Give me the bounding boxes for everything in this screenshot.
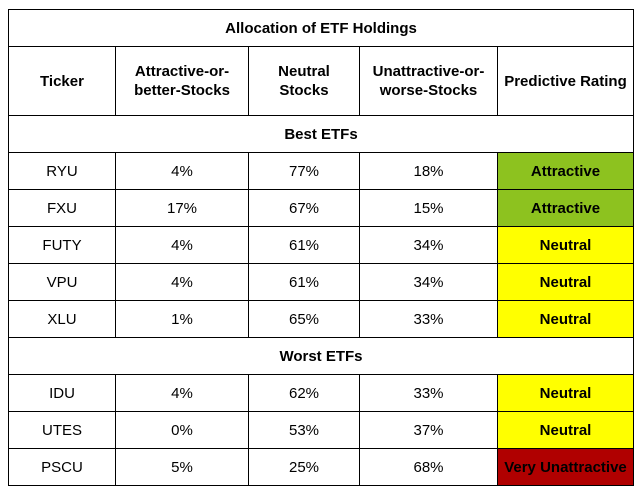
ticker-cell: RYU — [8, 152, 116, 190]
table-row: VPU 4% 61% 34% Neutral — [8, 263, 634, 301]
header-ticker: Ticker — [8, 46, 116, 116]
section-header-row: Best ETFs — [8, 115, 634, 153]
attractive-pct-cell: 5% — [115, 448, 249, 486]
neutral-pct-cell: 65% — [248, 300, 360, 338]
attractive-pct-cell: 4% — [115, 263, 249, 301]
unattractive-pct-cell: 68% — [359, 448, 498, 486]
neutral-pct-cell: 67% — [248, 189, 360, 227]
header-neutral-line2: Stocks — [279, 82, 329, 99]
unattractive-pct-cell: 33% — [359, 300, 498, 338]
unattractive-pct-cell: 15% — [359, 189, 498, 227]
neutral-pct-cell: 53% — [248, 411, 360, 449]
section-label: Worst ETFs — [8, 337, 634, 375]
unattractive-pct-cell: 34% — [359, 263, 498, 301]
rating-cell: Attractive — [497, 152, 634, 190]
header-attractive-line2: better-Stocks — [134, 82, 230, 99]
ticker-cell: FXU — [8, 189, 116, 227]
rating-cell: Neutral — [497, 226, 634, 264]
ticker-cell: IDU — [8, 374, 116, 412]
header-row: Ticker Attractive-or- better-Stocks Neut… — [8, 46, 634, 116]
table-row: FXU 17% 67% 15% Attractive — [8, 189, 634, 227]
ticker-cell: PSCU — [8, 448, 116, 486]
header-neutral-line1: Neutral — [278, 63, 330, 80]
attractive-pct-cell: 4% — [115, 152, 249, 190]
title-row: Allocation of ETF Holdings — [8, 9, 634, 47]
attractive-pct-cell: 0% — [115, 411, 249, 449]
header-unattractive-or-worse: Unattractive-or- worse-Stocks — [359, 46, 498, 116]
table-row: RYU 4% 77% 18% Attractive — [8, 152, 634, 190]
rating-cell: Neutral — [497, 263, 634, 301]
neutral-pct-cell: 25% — [248, 448, 360, 486]
section-header-row: Worst ETFs — [8, 337, 634, 375]
ticker-cell: FUTY — [8, 226, 116, 264]
unattractive-pct-cell: 33% — [359, 374, 498, 412]
header-predictive-rating: Predictive Rating — [497, 46, 634, 116]
attractive-pct-cell: 4% — [115, 226, 249, 264]
ticker-cell: UTES — [8, 411, 116, 449]
table-row: IDU 4% 62% 33% Neutral — [8, 374, 634, 412]
ticker-cell: XLU — [8, 300, 116, 338]
neutral-pct-cell: 62% — [248, 374, 360, 412]
unattractive-pct-cell: 18% — [359, 152, 498, 190]
header-attractive-or-better: Attractive-or- better-Stocks — [115, 46, 249, 116]
neutral-pct-cell: 61% — [248, 226, 360, 264]
rating-cell: Neutral — [497, 300, 634, 338]
header-neutral-stocks: Neutral Stocks — [248, 46, 360, 116]
rating-cell: Neutral — [497, 411, 634, 449]
etf-allocation-table: Allocation of ETF Holdings Ticker Attrac… — [8, 9, 634, 486]
neutral-pct-cell: 77% — [248, 152, 360, 190]
table-row: UTES 0% 53% 37% Neutral — [8, 411, 634, 449]
rating-cell: Very Unattractive — [497, 448, 634, 486]
ticker-cell: VPU — [8, 263, 116, 301]
header-unattractive-line1: Unattractive-or- — [372, 63, 485, 80]
neutral-pct-cell: 61% — [248, 263, 360, 301]
rating-cell: Attractive — [497, 189, 634, 227]
table-row: PSCU 5% 25% 68% Very Unattractive — [8, 448, 634, 486]
unattractive-pct-cell: 34% — [359, 226, 498, 264]
attractive-pct-cell: 17% — [115, 189, 249, 227]
rating-cell: Neutral — [497, 374, 634, 412]
unattractive-pct-cell: 37% — [359, 411, 498, 449]
section-label: Best ETFs — [8, 115, 634, 153]
attractive-pct-cell: 4% — [115, 374, 249, 412]
table-title: Allocation of ETF Holdings — [8, 9, 634, 47]
table-row: FUTY 4% 61% 34% Neutral — [8, 226, 634, 264]
table-row: XLU 1% 65% 33% Neutral — [8, 300, 634, 338]
attractive-pct-cell: 1% — [115, 300, 249, 338]
header-attractive-line1: Attractive-or- — [134, 63, 230, 80]
header-unattractive-line2: worse-Stocks — [379, 82, 478, 99]
